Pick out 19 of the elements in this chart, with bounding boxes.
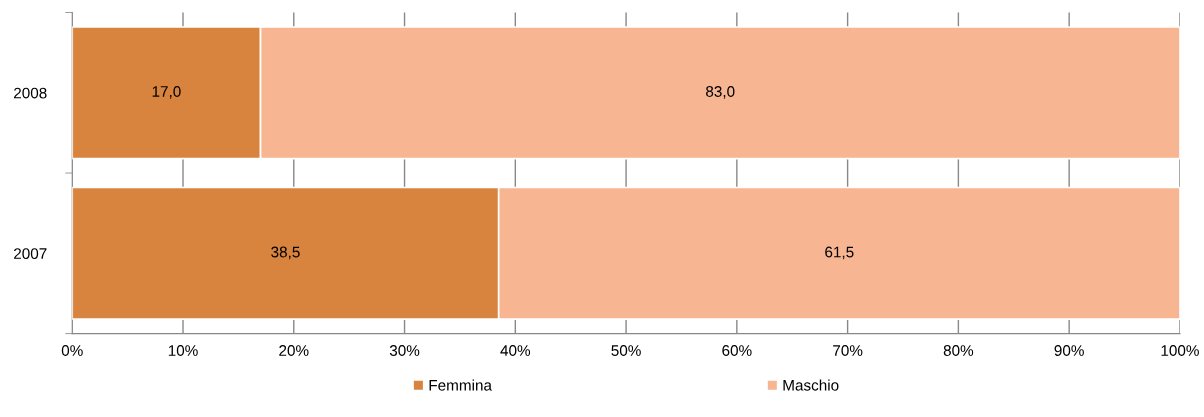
y-tick-label: 2007	[14, 248, 47, 260]
x-tick-label: 80%	[943, 345, 974, 356]
data-label: 61,5	[825, 246, 854, 260]
x-tick-label: 10%	[168, 345, 198, 356]
legend-label: Maschio	[783, 379, 839, 391]
x-tick-label: 0%	[61, 345, 83, 356]
x-tick-label: 70%	[833, 345, 863, 356]
y-tick-label: 2008	[14, 87, 47, 99]
x-tick-label: 90%	[1054, 345, 1084, 356]
data-label: 38,5	[271, 246, 300, 260]
data-label: 17,0	[152, 86, 181, 99]
x-tick-label: 20%	[279, 345, 309, 356]
x-tick-label: 40%	[500, 345, 531, 356]
x-tick-label: 50%	[611, 345, 641, 356]
x-tick-label: 100%	[1161, 345, 1199, 356]
legend-label: Femmina	[429, 379, 492, 391]
x-tick-label: 60%	[722, 345, 752, 356]
data-label: 83,0	[706, 86, 735, 99]
x-tick-label: 30%	[389, 345, 420, 356]
